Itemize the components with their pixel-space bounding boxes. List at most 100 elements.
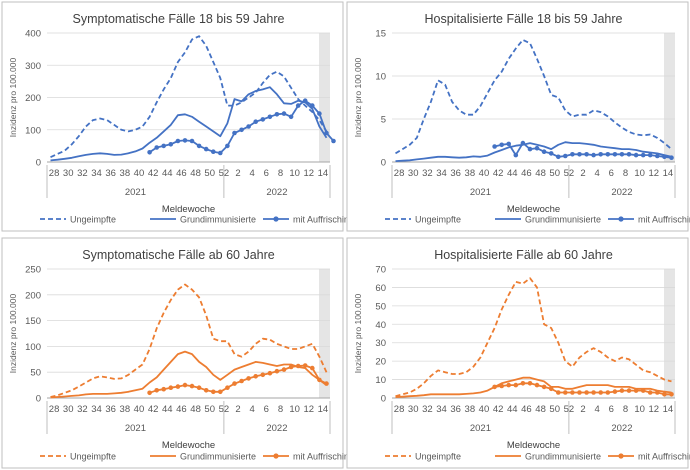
x-tick-label: 48 [535,168,546,179]
series-marker [513,152,519,158]
x-tick-label: 40 [134,168,145,179]
x-tick-label: 42 [493,168,504,179]
x-tick-label: 48 [535,404,546,415]
series-marker [541,149,547,154]
series-marker [520,140,526,146]
series-marker [647,390,653,395]
series-marker [492,384,497,390]
x-tick-label: 38 [465,168,476,179]
x-tick-label: 28 [394,168,405,179]
y-tick-label: 15 [375,29,386,40]
series-marker [168,142,174,147]
series-marker [288,364,294,370]
y-axis-label: Inzidenz pro 100.000 [8,294,18,374]
series-marker [154,388,159,393]
x-tick-label: 50 [549,404,560,415]
y-tick-label: 400 [25,29,41,40]
x-tick-label: 30 [408,404,419,415]
y-tick-label: 0 [381,158,386,169]
series-marker [260,117,266,122]
series-marker [267,114,273,120]
x-tick-label: 10 [634,168,645,179]
series-marker [527,381,533,386]
x-tick-label: 32 [422,404,433,415]
x-tick-label: 14 [663,404,674,415]
series-marker [281,367,287,372]
series-marker [324,130,329,136]
x-tick-label: 30 [63,404,74,415]
series-marker [612,389,618,394]
x-tick-label: 40 [134,404,145,415]
series-marker [513,382,519,388]
chart-title: Symptomatische Fälle 18 bis 59 Jahre [73,12,285,26]
series-marker [577,390,582,395]
legend-label: Grundimmunisierte [180,215,256,225]
series-marker [161,143,166,149]
series-marker [647,152,653,158]
x-tick-label: 12 [648,168,659,179]
series-marker [239,127,244,133]
year-label: 2022 [266,187,287,198]
x-tick-label: 38 [120,404,131,415]
series-marker [211,389,216,395]
y-tick-label: 150 [25,316,41,327]
series-marker [655,390,660,395]
x-tick-label: 40 [479,404,490,415]
year-label: 2021 [125,423,146,434]
x-axis-label: Meldewoche [507,204,560,215]
series-marker [640,388,646,393]
series-marker [577,152,582,157]
series-marker [598,152,603,157]
series-marker [499,142,504,148]
series-marker [541,384,547,390]
x-tick-label: 12 [303,404,314,415]
x-tick-label: 34 [91,168,102,179]
series-marker [218,150,223,156]
legend-label: mit Auffrischimpfung [638,215,690,225]
series-marker [147,390,152,396]
x-tick-label: 4 [595,168,600,179]
legend-label: Ungeimpfte [415,452,461,462]
legend-marker [273,453,279,459]
x-tick-label: 6 [609,168,614,179]
series-marker [655,153,660,159]
chart-title: Symptomatische Fälle ab 60 Jahre [82,248,275,262]
y-tick-label: 100 [25,125,41,136]
series-marker [563,153,568,159]
x-tick-label: 34 [436,404,447,415]
series-line-2 [50,350,328,399]
series-marker [563,390,568,395]
series-marker [556,390,561,395]
series-marker [196,143,202,149]
series-marker [605,152,611,157]
legend-marker [618,453,624,459]
series-marker [232,130,237,136]
series-marker [331,138,336,144]
x-tick-label: 2 [235,168,240,179]
series-line-2 [50,86,328,162]
y-tick-label: 10 [375,72,386,83]
series-marker [302,98,308,103]
series-marker [669,392,674,397]
x-tick-label: 44 [507,168,518,179]
series-marker [175,384,181,389]
series-marker [662,154,667,160]
legend-label: Ungeimpfte [415,215,461,225]
series-marker [246,376,251,381]
series-marker [267,370,273,376]
x-tick-label: 34 [91,404,102,415]
x-tick-label: 44 [162,168,173,179]
series-marker [598,390,603,395]
series-marker [570,390,575,395]
legend-label: Grundimmunisierte [180,452,256,462]
series-line-2 [395,141,672,162]
x-tick-label: 8 [278,168,283,179]
year-label: 2022 [611,187,632,198]
x-tick-label: 48 [190,168,201,179]
y-tick-label: 200 [25,93,41,104]
y-tick-label: 300 [25,61,41,72]
series-marker [302,363,308,368]
series-marker [591,390,596,395]
series-marker [527,146,533,152]
